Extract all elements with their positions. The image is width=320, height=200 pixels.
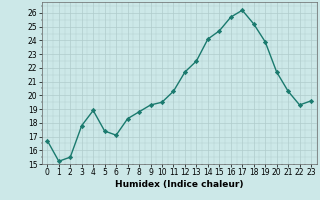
X-axis label: Humidex (Indice chaleur): Humidex (Indice chaleur) (115, 180, 244, 189)
